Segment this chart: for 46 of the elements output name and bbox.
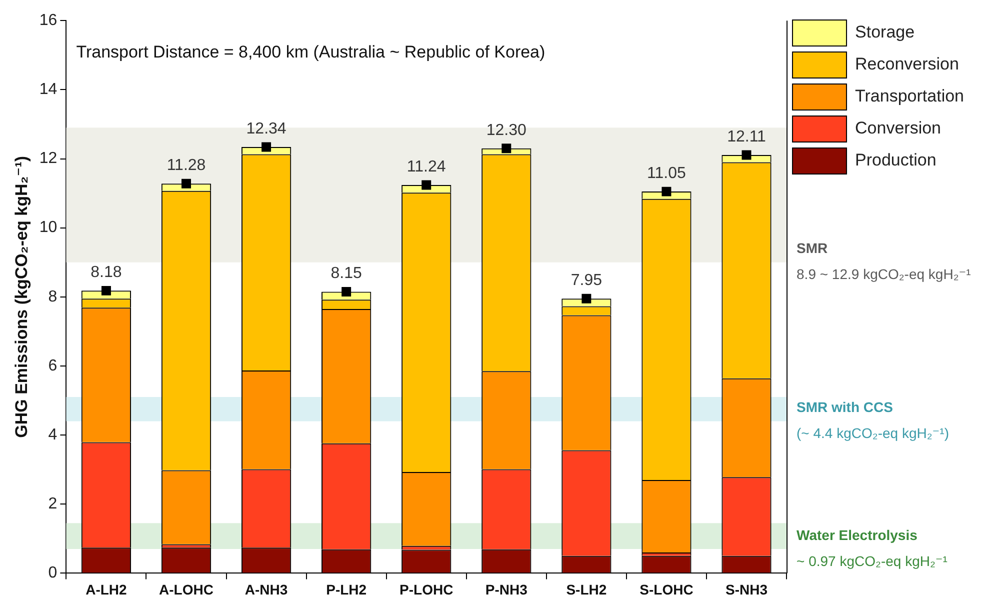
total-label: 11.28 — [166, 157, 206, 174]
total-label: 12.11 — [727, 128, 766, 146]
point — [502, 144, 512, 154]
total-label: 12.30 — [486, 122, 527, 139]
point — [262, 142, 272, 152]
total-label: 8.15 — [330, 265, 362, 282]
point — [662, 186, 672, 196]
y-tick-label: 0 — [48, 564, 58, 582]
y-tick-label: 8 — [48, 288, 58, 306]
x-tick-label: S-NH3 — [725, 581, 768, 598]
x-tick-label: A-LOHC — [159, 581, 214, 598]
band-label: SMR 8.9 ~ 12.9 kgCO₂-eq kgH₂⁻¹ — [796, 240, 972, 282]
total-label: 11.05 — [647, 164, 686, 182]
annotation: Transport Distance = 8,400 km (Australia ~ Republic of Korea) — [76, 42, 546, 62]
y-tick-label: 6 — [48, 357, 58, 374]
x-tick-label: A-LH2 — [86, 581, 128, 598]
x-tick-label: A-NH3 — [244, 581, 288, 598]
total-label: 12.34 — [246, 120, 286, 138]
y-tick-label: 10 — [39, 219, 58, 236]
y-axis-title: GHG Emissions (kgCO₂-eq kgH₂⁻¹) — [12, 156, 31, 438]
total-label: 11.24 — [406, 158, 446, 176]
legend-label: Reconversion — [855, 54, 959, 74]
total-label: 7.95 — [570, 272, 602, 290]
legend-label: Conversion — [855, 118, 942, 138]
x-tick-label: S-LOHC — [640, 581, 694, 598]
y-tick-label: 4 — [48, 426, 58, 444]
y-tick-label: 16 — [39, 12, 58, 30]
legend-label: Production — [855, 150, 936, 170]
point — [422, 180, 432, 190]
point — [742, 150, 752, 160]
point — [182, 178, 191, 188]
legend-label: Transportation — [855, 86, 964, 106]
point — [101, 286, 111, 296]
x-tick-label: P-LH2 — [326, 581, 367, 598]
x-tick-label: S-LH2 — [566, 581, 607, 598]
point — [342, 286, 352, 296]
y-tick-label: 2 — [48, 496, 58, 513]
band-label: Water Electrolysis ~ 0.97 kgCO₂-eq kgH₂⁻¹ — [796, 526, 948, 569]
x-tick-label: P-LOHC — [400, 581, 454, 598]
y-tick-label: 12 — [39, 150, 58, 168]
y-tick-label: 14 — [39, 81, 58, 98]
band-label: SMR with CCS (~ 4.4 kgCO₂-eq kgH₂⁻¹) — [796, 399, 949, 442]
legend-label: Storage — [855, 22, 915, 42]
point — [582, 294, 592, 304]
total-label: 8.18 — [90, 264, 122, 282]
x-tick-label: P-NH3 — [485, 581, 528, 598]
